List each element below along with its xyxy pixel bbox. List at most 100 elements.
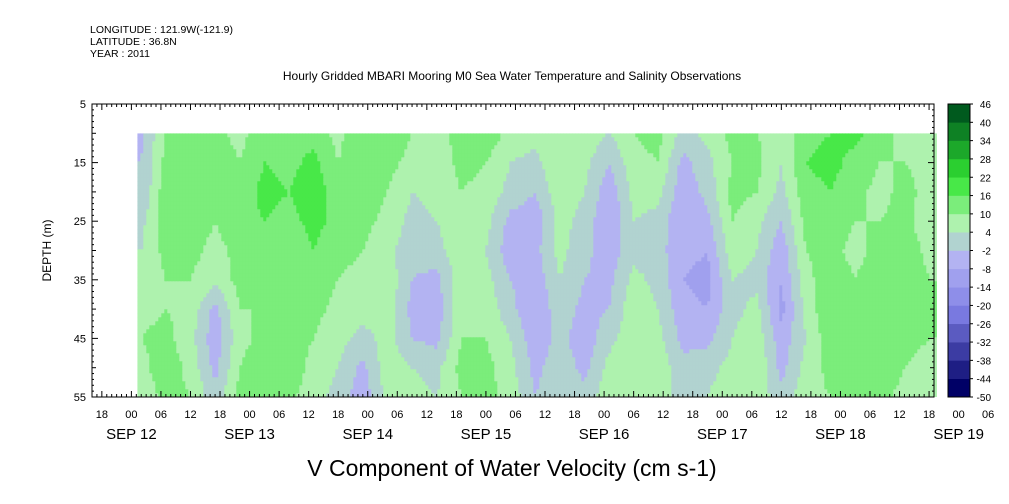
heatmap-cell — [722, 153, 725, 157]
heatmap-cell — [875, 181, 878, 185]
heatmap-cell — [272, 205, 275, 209]
heatmap-cell — [398, 189, 401, 193]
heatmap-cell — [653, 137, 656, 141]
heatmap-cell — [257, 181, 260, 185]
heatmap-cell — [377, 181, 380, 185]
heatmap-cell — [443, 165, 446, 169]
heatmap-cell — [872, 153, 875, 157]
heatmap-cell — [644, 197, 647, 201]
heatmap-cell — [611, 157, 614, 161]
heatmap-cell — [458, 201, 461, 205]
heatmap-cell — [365, 189, 368, 193]
heatmap-cell — [458, 145, 461, 149]
heatmap-cell — [506, 193, 509, 197]
heatmap-cell — [701, 161, 704, 165]
heatmap-cell — [467, 153, 470, 157]
heatmap-cell — [707, 149, 710, 153]
heatmap-cell — [392, 133, 395, 137]
heatmap-cell — [662, 157, 665, 161]
heatmap-cell — [296, 185, 299, 189]
heatmap-cell — [707, 177, 710, 181]
heatmap-cell — [155, 185, 158, 189]
heatmap-cell — [326, 189, 329, 193]
heatmap-cell — [503, 193, 506, 197]
heatmap-cell — [335, 157, 338, 161]
heatmap-cell — [878, 185, 881, 189]
heatmap-cell — [713, 149, 716, 153]
heatmap-cell — [380, 189, 383, 193]
heatmap-cell — [464, 197, 467, 201]
heatmap-cell — [233, 149, 236, 153]
heatmap-cell — [488, 157, 491, 161]
heatmap-cell — [797, 185, 800, 189]
heatmap-cell — [194, 165, 197, 169]
heatmap-cell — [758, 145, 761, 149]
heatmap-cell — [776, 165, 779, 169]
heatmap-cell — [224, 141, 227, 145]
heatmap-cell — [482, 173, 485, 177]
heatmap-cell — [560, 141, 563, 145]
heatmap-cell — [893, 185, 896, 189]
heatmap-cell — [578, 185, 581, 189]
heatmap-cell — [365, 181, 368, 185]
heatmap-cell — [491, 205, 494, 209]
heatmap-cell — [479, 145, 482, 149]
heatmap-cell — [533, 177, 536, 181]
heatmap-cell — [902, 181, 905, 185]
heatmap-cell — [404, 133, 407, 137]
heatmap-cell — [659, 201, 662, 205]
heatmap-cell — [299, 133, 302, 137]
heatmap-cell — [677, 189, 680, 193]
heatmap-cell — [557, 189, 560, 193]
heatmap-cell — [161, 141, 164, 145]
heatmap-cell — [920, 169, 923, 173]
heatmap-cell — [308, 157, 311, 161]
heatmap-cell — [707, 189, 710, 193]
heatmap-cell — [311, 189, 314, 193]
heatmap-cell — [461, 141, 464, 145]
heatmap-cell — [560, 161, 563, 165]
heatmap-cell — [764, 189, 767, 193]
heatmap-cell — [869, 201, 872, 205]
heatmap-cell — [881, 165, 884, 169]
heatmap-cell — [368, 137, 371, 141]
heatmap-cell — [326, 153, 329, 157]
heatmap-cell — [548, 169, 551, 173]
heatmap-cell — [854, 157, 857, 161]
heatmap-cell — [317, 205, 320, 209]
heatmap-cell — [368, 201, 371, 205]
heatmap-cell — [404, 193, 407, 197]
heatmap-cell — [554, 173, 557, 177]
heatmap-cell — [227, 181, 230, 185]
heatmap-cell — [743, 185, 746, 189]
heatmap-cell — [290, 197, 293, 201]
heatmap-cell — [827, 197, 830, 201]
heatmap-cell — [824, 169, 827, 173]
heatmap-cell — [461, 177, 464, 181]
heatmap-cell — [743, 177, 746, 181]
heatmap-cell — [665, 141, 668, 145]
heatmap-cell — [902, 149, 905, 153]
heatmap-cell — [653, 157, 656, 161]
heatmap-cell — [245, 197, 248, 201]
heatmap-cell — [386, 197, 389, 201]
heatmap-cell — [716, 193, 719, 197]
heatmap-cell — [788, 201, 791, 205]
heatmap-cell — [428, 177, 431, 181]
heatmap-cell — [335, 145, 338, 149]
heatmap-cell — [794, 153, 797, 157]
heatmap-cell — [299, 185, 302, 189]
heatmap-cell — [884, 157, 887, 161]
heatmap-cell — [380, 157, 383, 161]
heatmap-cell — [344, 197, 347, 201]
heatmap-cell — [503, 137, 506, 141]
heatmap-cell — [737, 149, 740, 153]
heatmap-cell — [254, 145, 257, 149]
heatmap-cell — [635, 173, 638, 177]
heatmap-cell — [851, 137, 854, 141]
heatmap-cell — [575, 161, 578, 165]
heatmap-cell — [632, 177, 635, 181]
heatmap-cell — [926, 133, 929, 137]
heatmap-cell — [824, 197, 827, 201]
heatmap-cell — [392, 205, 395, 209]
